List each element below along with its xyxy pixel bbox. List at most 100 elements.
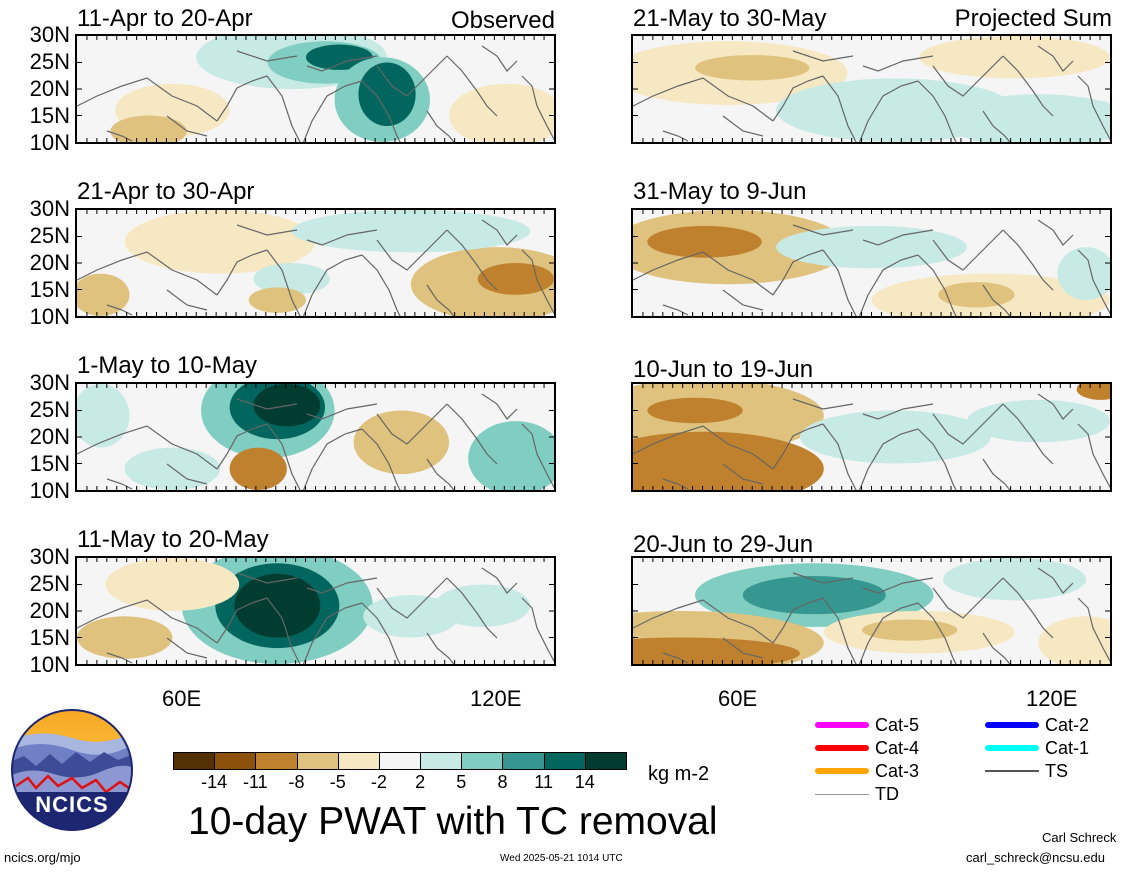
coastline [822,249,857,316]
coastline [633,77,774,122]
coastline [982,110,1011,142]
coastline [361,602,401,664]
colorbar [173,752,627,770]
lat-label: 20N [29,424,70,449]
coastline [722,463,764,485]
lat-label: 10N [29,304,70,329]
anomaly-region [305,44,373,70]
coastline [862,229,934,246]
coastline [932,403,1004,445]
colorbar-tick-label: -11 [243,772,268,792]
panel-title: 1-May to 10-May [77,352,258,379]
anomaly-region [105,558,240,611]
coastline [376,577,448,619]
coastline [1077,249,1110,315]
coastline [662,478,689,490]
coastline [446,229,498,291]
coastline [772,249,824,296]
coastline [302,80,363,142]
map-panel [75,34,556,144]
coastline [306,403,378,420]
map-canvas [633,210,1110,316]
timestamp: Wed 2025-05-21 1014 UTC [500,853,623,864]
coastline [302,602,363,664]
coastline [481,219,518,246]
panel-tag-projected: Projected Sum [954,5,1112,32]
figure-title: 10-day PWAT with TC removal [188,800,718,843]
lat-label: 10N [29,478,70,503]
coastline [106,304,133,316]
coastline [266,597,301,664]
legend-label: Cat-3 [875,761,920,781]
coastline [982,284,1011,316]
coastline [166,637,208,659]
anomaly-region [1076,384,1110,400]
coastline [1002,577,1054,639]
colorbar-swatch [378,752,422,770]
coastline [982,632,1011,664]
coastline [792,224,854,236]
lat-label: 20N [29,598,70,623]
coastline [917,80,957,142]
coastline [106,130,133,142]
coastline [1037,219,1074,246]
coastline [236,224,298,236]
author-email[interactable]: carl_schreck@ncsu.edu [966,850,1105,865]
lat-label: 25N [29,49,70,74]
legend-label: Cat-4 [875,738,920,758]
coastline [77,251,218,296]
map-panel [75,556,556,666]
coastline [361,428,401,490]
panel-tag-observed: Observed [450,7,555,34]
legend-swatch [815,793,869,795]
map-canvas [633,558,1110,664]
coastline [1037,45,1074,72]
coastline [266,249,301,316]
colorbar-swatch [461,752,504,770]
legend-swatch [985,770,1039,772]
coastline [862,55,934,72]
anomaly-region [695,55,810,81]
coastline [77,599,218,644]
anomaly-region [1038,616,1110,664]
coastline [376,55,448,97]
colorbar-swatch [502,752,545,770]
coastline [521,75,554,141]
anomaly-region [229,447,287,490]
lon-label: 120E [1026,686,1078,711]
lon-label: 60E [162,686,202,711]
colorbar-tick-label: 2 [415,772,426,792]
track-legend: Cat-5 Cat-2 Cat-4 Cat-1 Cat-3 TS TD [815,716,1115,816]
coastline [481,393,518,420]
anomaly-region [742,576,886,615]
coastline [1002,403,1054,465]
map-canvas [77,558,554,664]
colorbar-swatch [543,752,586,770]
coastline [917,428,957,490]
map-canvas [633,36,1110,142]
coastline [858,254,919,316]
anomaly-region [353,410,450,475]
map-panel [75,382,556,492]
map-canvas [77,210,554,316]
anomaly-region [234,573,321,638]
coastline [166,115,208,137]
coastline [917,254,957,316]
coastline [633,251,774,296]
coastline [426,632,455,664]
ncics-logo: NCICS [10,708,134,832]
coastline [266,423,301,490]
anomaly-region [363,595,459,638]
coastline [822,423,857,490]
legend-label: Cat-2 [1045,715,1090,735]
coastline [306,55,378,72]
coastline [792,572,854,584]
coastline [376,229,448,271]
source-url[interactable]: ncics.org/mjo [4,850,81,865]
coastline [722,289,764,311]
coastline [1037,567,1074,594]
coastline [216,597,268,644]
colorbar-swatch [584,752,627,770]
colorbar-swatch [214,752,257,770]
coastline [772,423,824,470]
